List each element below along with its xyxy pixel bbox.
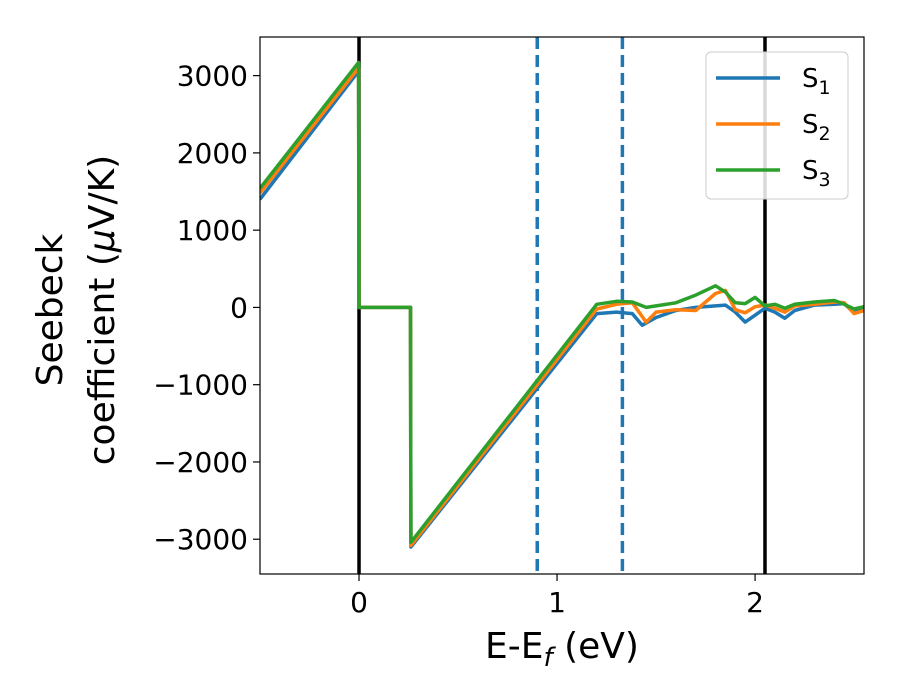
y-tick-label: −2000 [153, 446, 248, 479]
x-axis-ticks: 0 1 2 [350, 574, 764, 619]
y-axis-label-mu: μ [82, 229, 123, 253]
x-axis-label: E-Ef (eV) [485, 626, 639, 673]
y-tick-label: 2000 [177, 137, 248, 170]
legend-label-name: S [802, 64, 819, 94]
y-axis-label: Seebeck coefficient (μV/K) [30, 155, 123, 465]
y-tick-label: −3000 [153, 523, 248, 556]
legend-label-s1: S1 [802, 64, 831, 99]
legend-label-s2: S2 [802, 110, 831, 145]
y-tick-label: 3000 [177, 60, 248, 93]
y-axis-label-line1: Seebeck [30, 233, 71, 386]
y-tick-label: 1000 [177, 214, 248, 247]
series-lines [260, 60, 864, 549]
legend-label-name: S [802, 156, 819, 186]
legend-label-name: S [802, 110, 819, 140]
x-tick-label: 1 [548, 586, 566, 619]
series-line-s3 [260, 60, 864, 545]
x-tick-label: 0 [350, 586, 368, 619]
x-axis-label-unit: (eV) [553, 626, 639, 667]
legend-label-subscript: 3 [819, 169, 831, 191]
legend-label-subscript: 1 [819, 77, 831, 99]
y-axis-ticks: 3000 2000 1000 0 −1000 −2000 −3000 [153, 60, 260, 556]
legend-label-subscript: 2 [819, 123, 831, 145]
plot-frame [259, 36, 865, 575]
y-axis-label-unit: V/K) [82, 155, 123, 229]
x-tick-label: 2 [746, 586, 764, 619]
y-tick-label: −1000 [153, 369, 248, 402]
series-line-s2 [260, 66, 864, 548]
y-axis-label-line2: coefficient (μV/K) [82, 155, 123, 465]
y-tick-label: 0 [230, 291, 248, 324]
legend-label-s3: S3 [802, 156, 831, 191]
